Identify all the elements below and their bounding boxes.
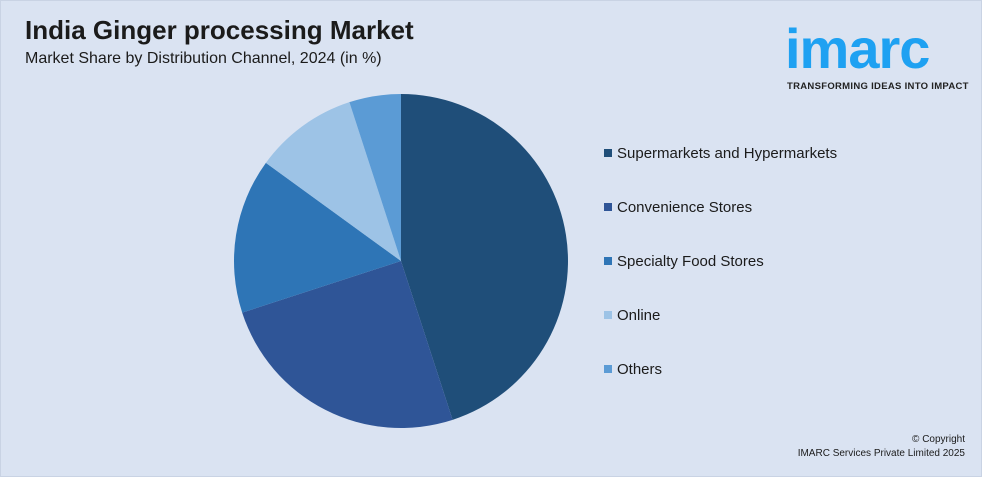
legend-swatch [604,257,612,265]
pie-slice-supermarkets-and-hypermarkets [401,94,569,420]
legend-swatch [604,149,612,157]
legend-swatch [604,311,612,319]
copyright: © Copyright IMARC Services Private Limit… [798,433,965,461]
chart-title: India Ginger processing Market [25,15,414,45]
legend-item: Specialty Food Stores [604,251,764,271]
legend-item: Convenience Stores [604,197,752,217]
pie-slice-convenience-stores [242,261,453,428]
legend-item: Supermarkets and Hypermarkets [604,143,837,163]
legend-label: Supermarkets and Hypermarkets [617,144,838,162]
legend-label: Specialty Food Stores [617,252,764,270]
chart-subtitle: Market Share by Distribution Channel, 20… [25,50,382,67]
imarc-logo: imarc TRANSFORMING IDEAS INTO IMPACT [785,11,975,96]
legend-swatch [604,203,612,211]
pie-slice-specialty-food-stores [234,162,401,313]
copyright-line-1: © Copyright [912,434,965,445]
logo-text: imarc [785,17,930,80]
legend-label: Others [617,360,663,378]
legend-item: Online [604,305,660,325]
legend-item: Others [604,359,662,379]
legend-label: Online [617,306,661,324]
pie-slice-others [349,94,401,261]
pie-slice-online [265,102,401,262]
logo-tagline: TRANSFORMING IDEAS INTO IMPACT [787,81,969,92]
legend-label: Convenience Stores [617,198,753,216]
copyright-line-2: IMARC Services Private Limited 2025 [797,448,965,459]
legend-swatch [604,365,612,373]
